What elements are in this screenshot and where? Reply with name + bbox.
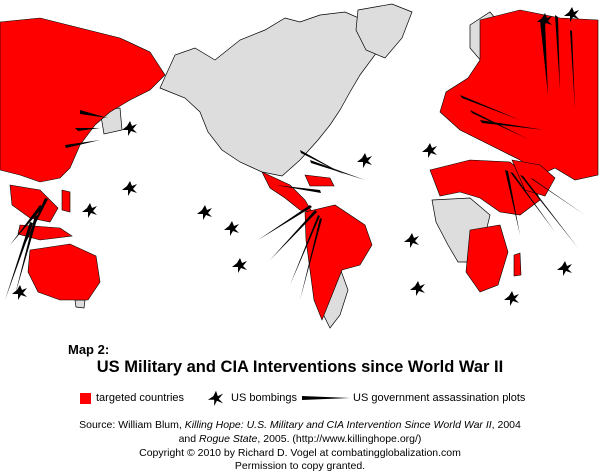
wedge-assassination-plot-icon — [275, 185, 321, 193]
assassination-plot-wedges — [5, 15, 585, 300]
permission-line: Permission to copy granted. — [234, 460, 366, 472]
wedge-assassination-plot-icon — [555, 15, 560, 90]
source-year: , 2004 — [491, 419, 521, 431]
burst-bombing-icon — [12, 285, 27, 300]
copyright-line: Copyright © 2010 by Richard D. Vogel at … — [139, 447, 461, 459]
australia-grey-tas — [74, 299, 86, 309]
wedge-assassination-plot-icon — [505, 170, 520, 235]
burst-bombing-icon — [410, 281, 425, 296]
wedge-assassination-plot-icon — [570, 30, 575, 110]
legend-plots-label: US government assassination plots — [353, 392, 526, 404]
wedge-assassination-plot-icon — [480, 120, 545, 130]
burst-bombing-icon — [232, 258, 247, 273]
legend-targeted-label: targeted countries — [96, 392, 185, 404]
source-line-2-suffix: , 2005. (http://www.killinghope.org/) — [257, 433, 422, 445]
burst-bombing-icon — [357, 153, 372, 168]
wedge-assassination-plot-icon — [310, 160, 365, 180]
wedge-assassination-plot-icon — [15, 215, 38, 295]
wedge-assassination-plot-icon — [510, 172, 555, 232]
map-title: US Military and CIA Interventions since … — [96, 358, 504, 376]
map-number-label: Map 2: — [68, 342, 110, 357]
north-america-landmass — [159, 11, 381, 177]
burst-bombing-icon — [422, 143, 437, 158]
wedge-assassination-plot-icon — [270, 210, 317, 260]
wedge-assassination-plot-icon — [65, 140, 100, 148]
targeted-swatch — [80, 393, 91, 404]
greenland — [355, 3, 413, 59]
australia — [27, 243, 101, 301]
wedge-assassination-plot-icon — [75, 128, 100, 131]
wedge-assassination-plot-icon — [10, 205, 43, 245]
burst-bombing-icon — [537, 13, 552, 28]
world-map — [0, 3, 599, 329]
source-second-book: Rogue State — [199, 433, 258, 445]
wedge-assassination-plot-icon — [290, 215, 320, 285]
eurasia-east-targeted — [0, 17, 166, 183]
southern-africa-targeted — [465, 224, 509, 293]
burst-bombing-icon — [504, 291, 519, 306]
source-book-title: Killing Hope: U.S. Military and CIA Inte… — [184, 419, 492, 431]
burst-bombing-icon — [207, 390, 224, 407]
caribbean-islands — [304, 174, 335, 187]
burst-bombing-icon — [564, 7, 579, 22]
legend-bombings-label: US bombings — [231, 392, 298, 404]
philippines — [61, 189, 71, 213]
wedge-assassination-plot-icon — [520, 175, 578, 248]
burst-bombing-icon — [122, 181, 137, 196]
wedge-assassination-plot-icon — [258, 205, 312, 240]
madagascar — [513, 252, 522, 277]
burst-bombing-icon — [197, 205, 212, 220]
burst-bombing-icon — [122, 121, 137, 136]
burst-bombing-icon — [557, 261, 572, 276]
burst-bombing-icon — [82, 203, 97, 218]
wedge-assassination-plot-icon — [302, 396, 350, 400]
source-line-2: and Rogue State, 2005. (http://www.killi… — [0, 432, 600, 447]
wedge-assassination-plot-icon — [460, 95, 520, 120]
source-prefix: Source: William Blum, — [79, 419, 185, 431]
southeast-asia-targeted — [9, 184, 59, 223]
bombing-bursts — [12, 7, 579, 306]
wedge-assassination-plot-icon — [80, 110, 108, 118]
wedge-assassination-plot-icon — [530, 178, 585, 215]
source-line-2-prefix: and — [178, 433, 200, 445]
wedge-assassination-plot-icon — [540, 20, 548, 95]
source-line-1: Source: William Blum, Killing Hope: U.S.… — [0, 418, 600, 433]
wedge-assassination-plot-icon — [22, 198, 48, 250]
burst-bombing-icon — [404, 233, 419, 248]
burst-bombing-icon — [224, 221, 239, 236]
wedge-assassination-plot-icon — [300, 218, 322, 300]
